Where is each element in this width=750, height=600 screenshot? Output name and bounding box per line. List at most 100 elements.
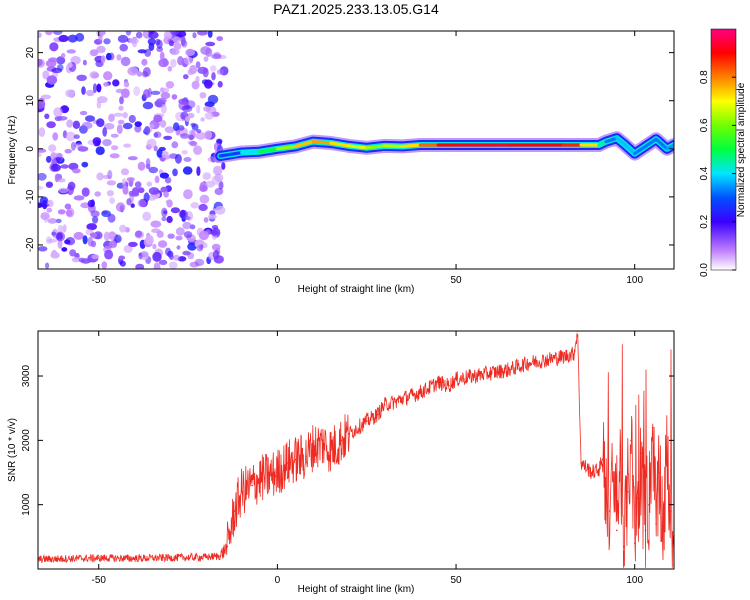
noise-speckle (159, 51, 165, 61)
noise-speckle (66, 49, 77, 54)
noise-speckle (170, 31, 180, 36)
noise-speckle (196, 129, 202, 134)
noise-speckle (221, 162, 226, 170)
noise-speckle (132, 39, 137, 48)
noise-speckle (90, 210, 100, 218)
snr-point (348, 433, 350, 435)
noise-speckle (73, 231, 84, 240)
noise-speckle (103, 38, 111, 45)
noise-speckle (96, 118, 105, 128)
noise-speckle (64, 148, 72, 154)
noise-speckle (138, 252, 143, 260)
noise-speckle (46, 121, 56, 129)
y-tick-label: -10 (25, 189, 36, 204)
noise-speckle (44, 113, 50, 120)
snr-point (276, 471, 279, 474)
noise-speckle (204, 101, 215, 108)
noise-speckle (40, 94, 52, 100)
noise-speckle (126, 177, 135, 182)
noise-speckle (191, 80, 200, 90)
noise-speckle (134, 121, 142, 127)
snr-line (38, 333, 674, 568)
noise-speckle (58, 34, 69, 43)
y-tick-label: 0 (25, 146, 36, 152)
snr-point (644, 529, 647, 532)
noise-speckle (145, 234, 154, 245)
noise-speckle (81, 187, 90, 197)
noise-speckle (209, 65, 217, 72)
noise-speckle (166, 199, 173, 208)
snr-point (233, 510, 236, 512)
snr-point (412, 394, 415, 397)
snr-y-label: SNR (10 * v/v) (7, 418, 18, 482)
noise-speckle (135, 263, 145, 269)
noise-speckle (103, 71, 113, 81)
noise-speckle (109, 197, 115, 205)
noise-speckle (190, 122, 196, 127)
noise-speckle (199, 194, 210, 204)
snr-point (666, 452, 668, 455)
snr-point (419, 391, 422, 393)
ridge-core-segment (275, 144, 297, 151)
noise-speckle (45, 31, 53, 36)
noise-speckle (199, 184, 208, 192)
noise-speckle (79, 110, 88, 116)
noise-speckle (119, 260, 126, 267)
noise-speckle (105, 52, 112, 61)
ridge-core-segment (622, 142, 637, 156)
noise-speckle (120, 168, 130, 176)
noise-speckle (173, 42, 182, 50)
noise-speckle (102, 139, 112, 147)
colorbar-gradient (711, 29, 736, 270)
snr-point (383, 404, 386, 406)
noise-speckle (62, 224, 67, 233)
noise-speckle (177, 56, 184, 66)
noise-speckle (52, 132, 59, 141)
noise-speckle (103, 123, 115, 130)
noise-speckle (159, 119, 167, 128)
noise-speckle (148, 31, 155, 35)
noise-speckle (204, 130, 213, 140)
noise-speckle (142, 101, 154, 110)
noise-speckle (127, 66, 139, 76)
noise-speckle (214, 173, 224, 182)
snr-point (287, 462, 289, 464)
noise-speckle (202, 67, 209, 78)
noise-speckle (199, 92, 207, 99)
y-tick-label: 2000 (21, 429, 32, 452)
noise-speckle (98, 33, 103, 43)
noise-speckle (114, 234, 122, 243)
snr-point (205, 556, 207, 558)
snr-point (641, 452, 643, 455)
noise-speckle (108, 240, 117, 249)
noise-speckle (73, 134, 80, 139)
noise-speckle (182, 250, 191, 256)
noise-speckle (119, 43, 128, 52)
colorbar: 0.0 0.2 0.4 0.6 0.8 Normalized spectral ampl… (699, 28, 747, 277)
noise-speckle (126, 198, 132, 206)
noise-speckle (203, 56, 209, 62)
snr-point (376, 413, 379, 416)
figure-title: PAZ1.2025.233.13.05.G14 (273, 1, 439, 17)
snr-point (619, 458, 622, 461)
noise-speckle (106, 190, 114, 197)
noise-speckle (152, 243, 157, 250)
noise-speckle (38, 127, 46, 137)
noise-speckle (117, 119, 125, 125)
noise-speckle (150, 90, 161, 95)
noise-speckle (119, 224, 127, 233)
noise-speckle (207, 31, 213, 38)
colorbar-label: Normalized spectral amplitude (736, 82, 747, 217)
noise-speckle (50, 163, 62, 172)
noise-speckle (153, 114, 163, 123)
ridge-core-segment (257, 147, 279, 154)
noise-speckle (183, 189, 193, 200)
snr-point (630, 439, 632, 442)
noise-speckle (110, 133, 119, 138)
snr-point (394, 401, 397, 403)
noise-speckle (113, 112, 124, 117)
noise-speckle (96, 83, 102, 93)
snr-point (648, 503, 650, 506)
noise-speckle (213, 165, 223, 176)
noise-speckle (120, 56, 131, 67)
